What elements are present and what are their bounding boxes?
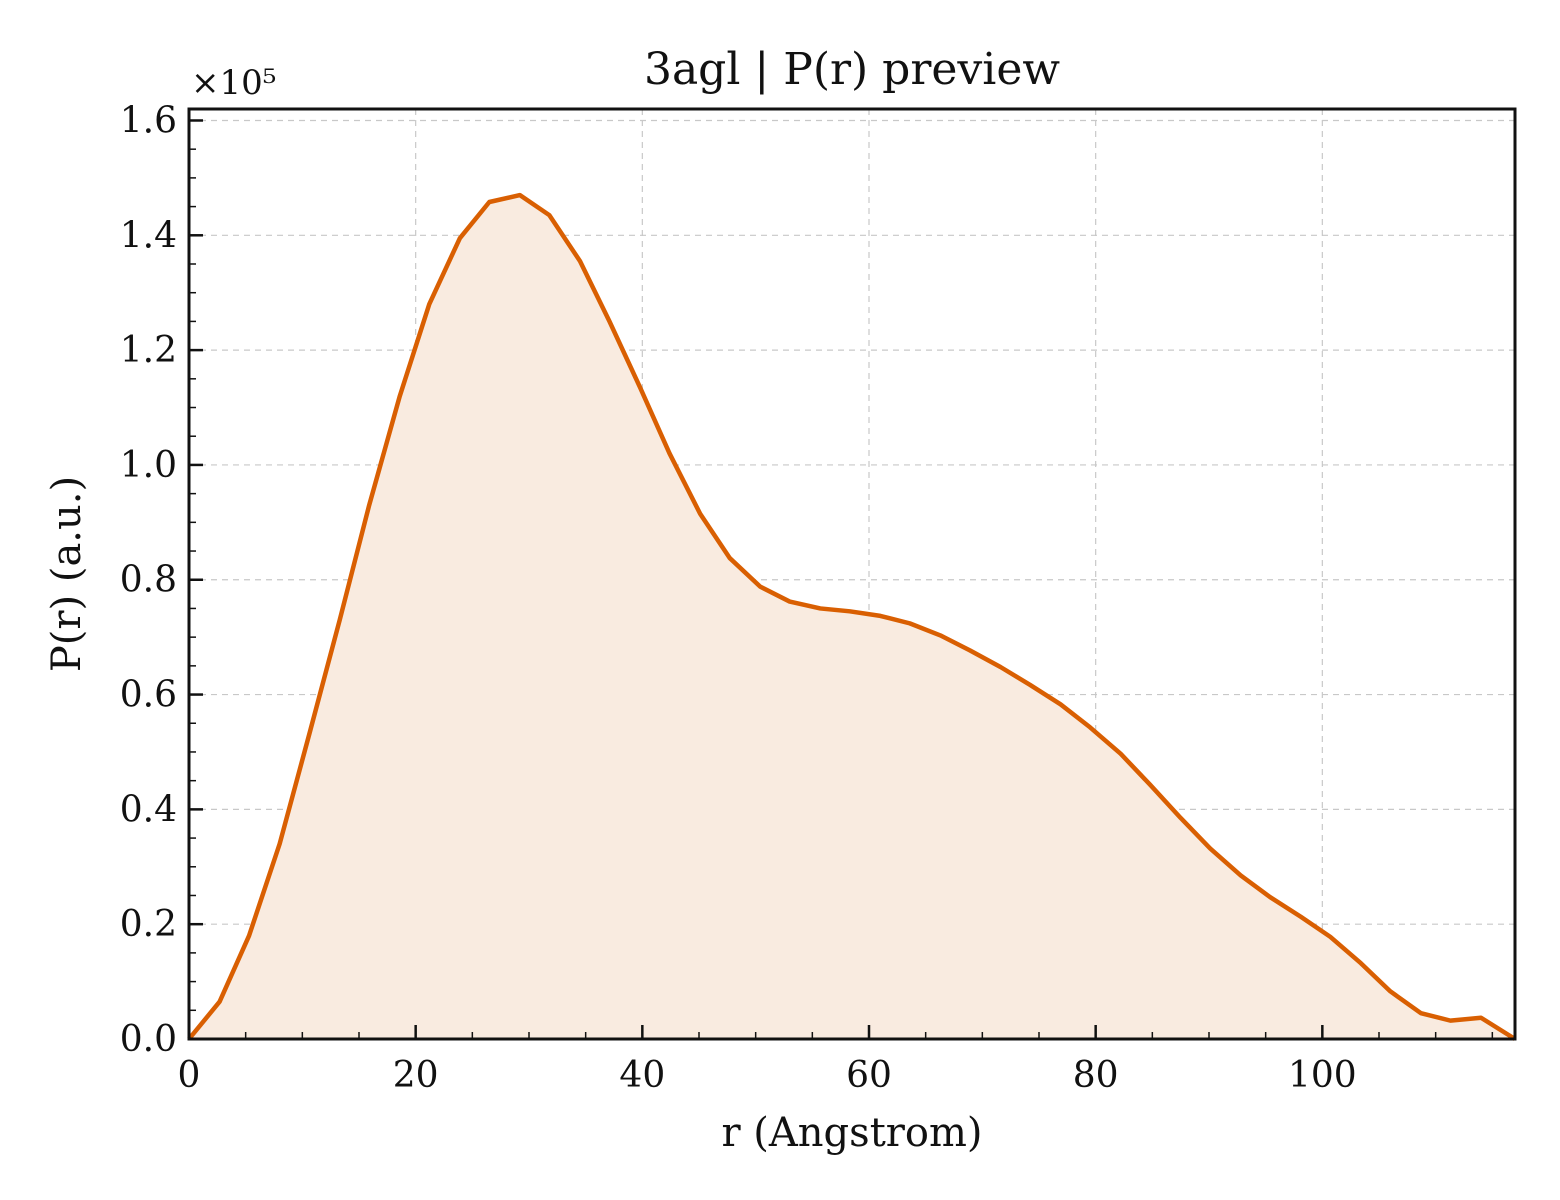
y-tick-label: 0.8	[120, 560, 177, 601]
y-tick-label: 0.0	[120, 1019, 177, 1060]
x-tick-label: 60	[846, 1055, 892, 1096]
y-tick-label: 0.4	[120, 789, 177, 830]
x-tick-label: 40	[619, 1055, 665, 1096]
y-tick-label: 1.4	[120, 215, 177, 256]
y-tick-label: 1.2	[120, 330, 177, 371]
x-tick-label: 100	[1288, 1055, 1357, 1096]
y-tick-label: 1.6	[120, 100, 177, 141]
series-area-fill	[189, 195, 1515, 1040]
plot-frame	[187, 107, 1517, 1041]
y-tick-label: 0.6	[120, 675, 177, 716]
series-line	[187, 192, 1517, 1041]
x-tick-label: 0	[178, 1055, 201, 1096]
chart-title: 3agl | P(r) preview	[644, 44, 1060, 95]
y-axis-label: P(r) (a.u.)	[44, 476, 90, 672]
y-multiplier-label: ×10⁵	[191, 63, 276, 103]
x-tick-label: 20	[393, 1055, 439, 1096]
x-tick-label: 80	[1073, 1055, 1119, 1096]
y-tick-label: 0.2	[120, 904, 177, 945]
x-axis-label: r (Angstrom)	[721, 1110, 982, 1156]
y-tick-label: 1.0	[120, 445, 177, 486]
tick-layer: 0 20 40 60 80 100 0.0 0.2 0.4 0.6 0.8 1.0 1.2 1.4 1.6	[120, 100, 1494, 1096]
